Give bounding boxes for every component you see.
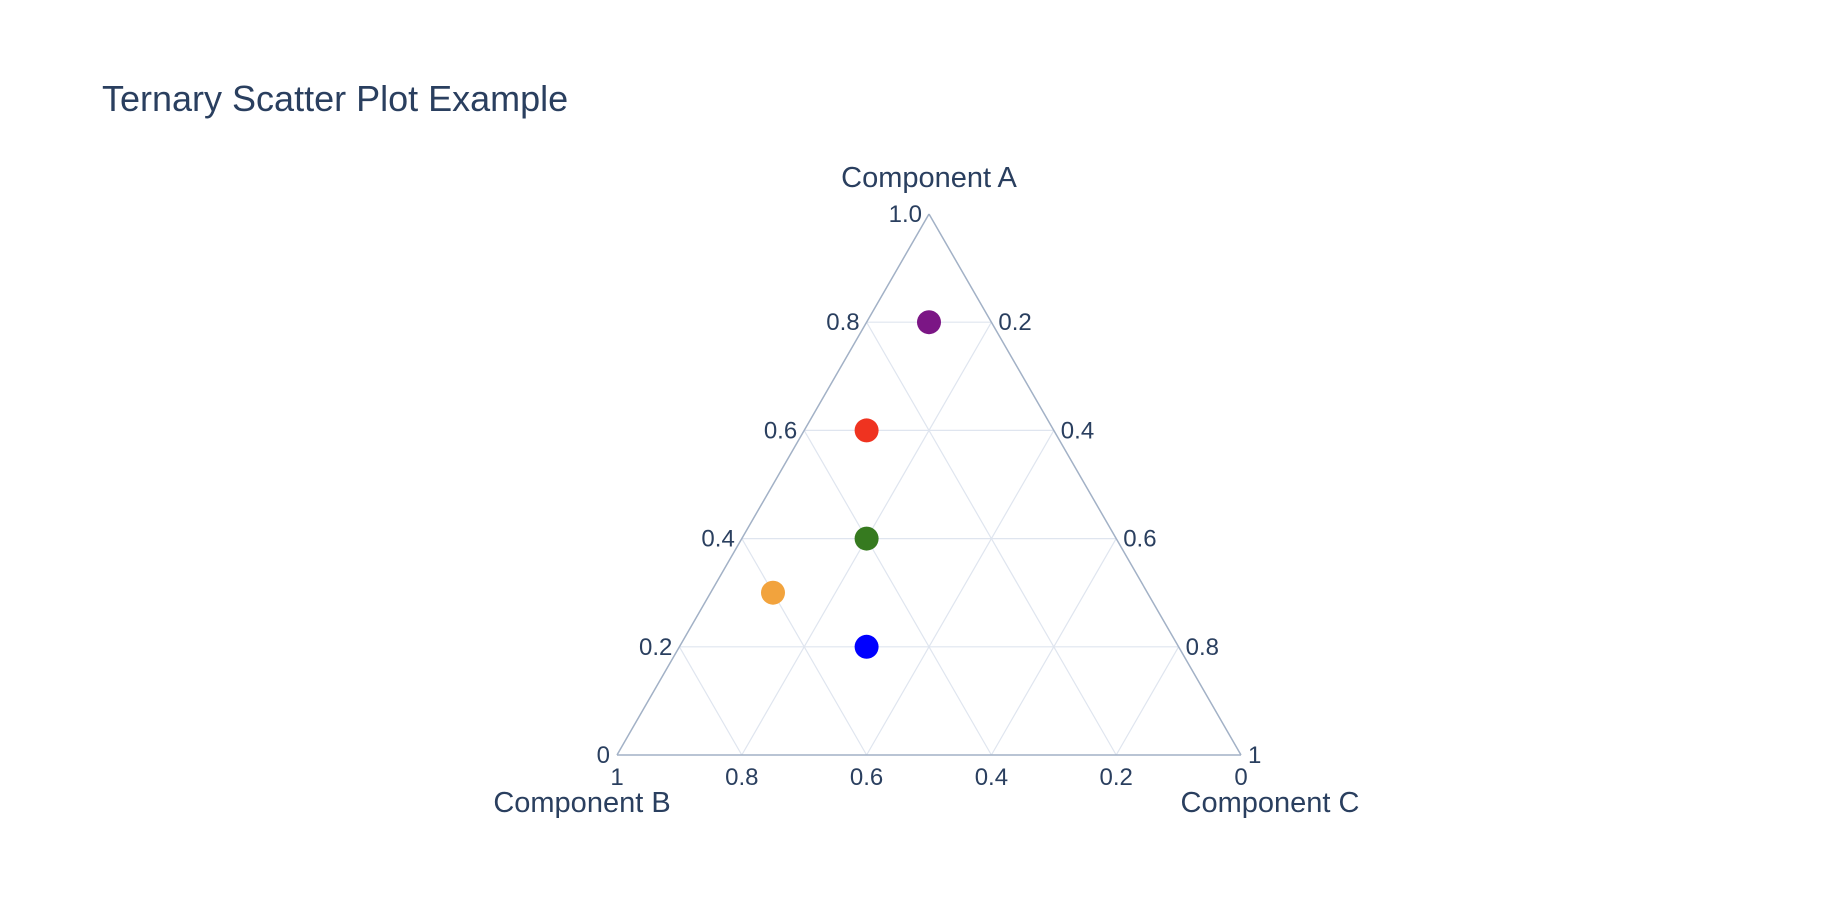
- tick-label-c: 0.6: [1123, 526, 1156, 553]
- tick-label-b: 0.6: [850, 764, 883, 791]
- axis-title-a: Component A: [841, 162, 1017, 194]
- grid-line-c: [866, 430, 1055, 756]
- data-points[interactable]: [761, 310, 941, 659]
- tick-label-a: 0.6: [764, 417, 797, 444]
- tick-label-a: 0: [597, 742, 610, 769]
- tick-label-a: 0.2: [639, 634, 672, 661]
- tick-label-b: 1: [610, 764, 623, 791]
- grid-line-c: [1115, 646, 1180, 756]
- grid-line-b: [678, 646, 743, 756]
- axis-line-a: [616, 213, 930, 756]
- data-point-5[interactable]: [854, 634, 879, 659]
- grid-line-b: [741, 538, 868, 756]
- grid-lines: [678, 321, 1180, 756]
- tick-label-b: 0.8: [725, 764, 758, 791]
- axis-titles: Component A Component B Component C: [493, 162, 1359, 819]
- chart-title: Ternary Scatter Plot Example: [102, 78, 569, 119]
- tick-labels: 0 0.2 0.4 0.6 0.8 1.0 1 0.8 0.6 0.4 0.2 0 0.2 0.4 0.6 0…: [597, 201, 1262, 791]
- axis-line-c: [928, 213, 1242, 756]
- tick-label-a: 0.8: [826, 309, 859, 336]
- tick-label-c: 1: [1248, 742, 1261, 769]
- tick-label-b: 0.2: [1100, 764, 1133, 791]
- data-point-3[interactable]: [854, 526, 879, 551]
- axis-title-c: Component C: [1181, 787, 1360, 819]
- tick-label-b: 0: [1234, 764, 1247, 791]
- tick-label-b: 0.4: [975, 764, 1008, 791]
- data-point-4[interactable]: [761, 580, 785, 605]
- ternary-axes: [616, 213, 1242, 756]
- tick-label-c: 0.8: [1186, 634, 1219, 661]
- data-point-2[interactable]: [854, 418, 879, 443]
- grid-line-c: [990, 538, 1117, 756]
- axis-title-b: Component B: [493, 787, 670, 819]
- tick-label-a: 1.0: [889, 201, 922, 228]
- tick-label-c: 0.4: [1061, 417, 1094, 444]
- data-point-1[interactable]: [917, 310, 941, 335]
- tick-label-a: 0.4: [701, 526, 734, 553]
- tick-label-c: 0.2: [998, 309, 1031, 336]
- grid-line-b: [803, 430, 992, 756]
